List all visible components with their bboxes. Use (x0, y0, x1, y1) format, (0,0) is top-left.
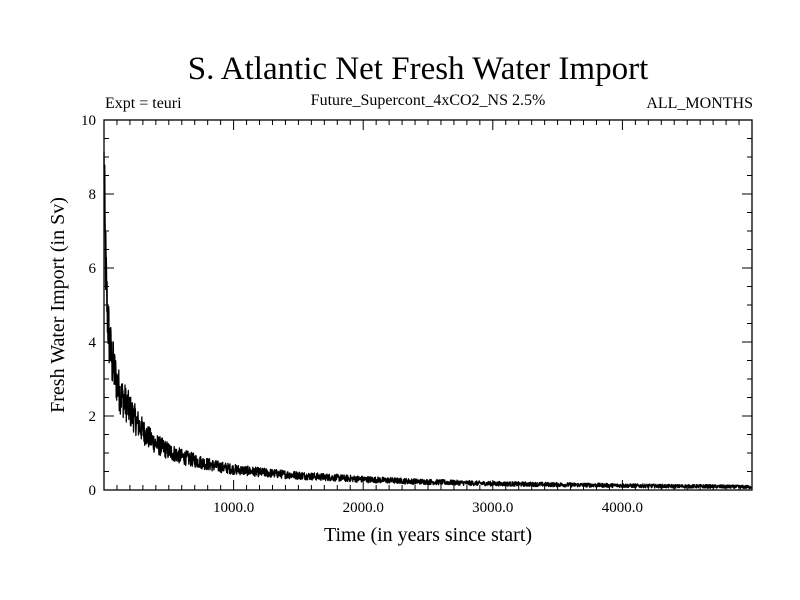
x-tick-label: 1000.0 (213, 500, 254, 516)
y-tick-label: 6 (89, 261, 97, 277)
y-tick-label: 8 (89, 187, 97, 203)
y-tick-label: 2 (89, 409, 97, 425)
y-tick-label: 10 (81, 113, 96, 129)
chart-subtitle: Future_Supercont_4xCO2_NS 2.5% (311, 92, 546, 109)
y-axis-label: Fresh Water Import (in Sv) (47, 197, 69, 413)
plot-frame (103, 119, 753, 491)
x-tick-label: 4000.0 (602, 500, 643, 516)
y-tick-label: 4 (89, 335, 97, 351)
y-tick-label: 0 (89, 483, 97, 499)
x-tick-label: 3000.0 (472, 500, 513, 516)
plot-area: 1000.0 2000.0 3000.0 4000.0 0 2 4 6 8 10 (81, 113, 753, 516)
series-line-0 (103, 151, 753, 490)
x-tick-label: 2000.0 (343, 500, 384, 516)
chart-title: S. Atlantic Net Fresh Water Import (188, 51, 649, 87)
expt-label: Expt = teuri (105, 95, 182, 112)
months-label: ALL_MONTHS (646, 95, 753, 112)
x-axis-label: Time (in years since start) (324, 524, 532, 546)
